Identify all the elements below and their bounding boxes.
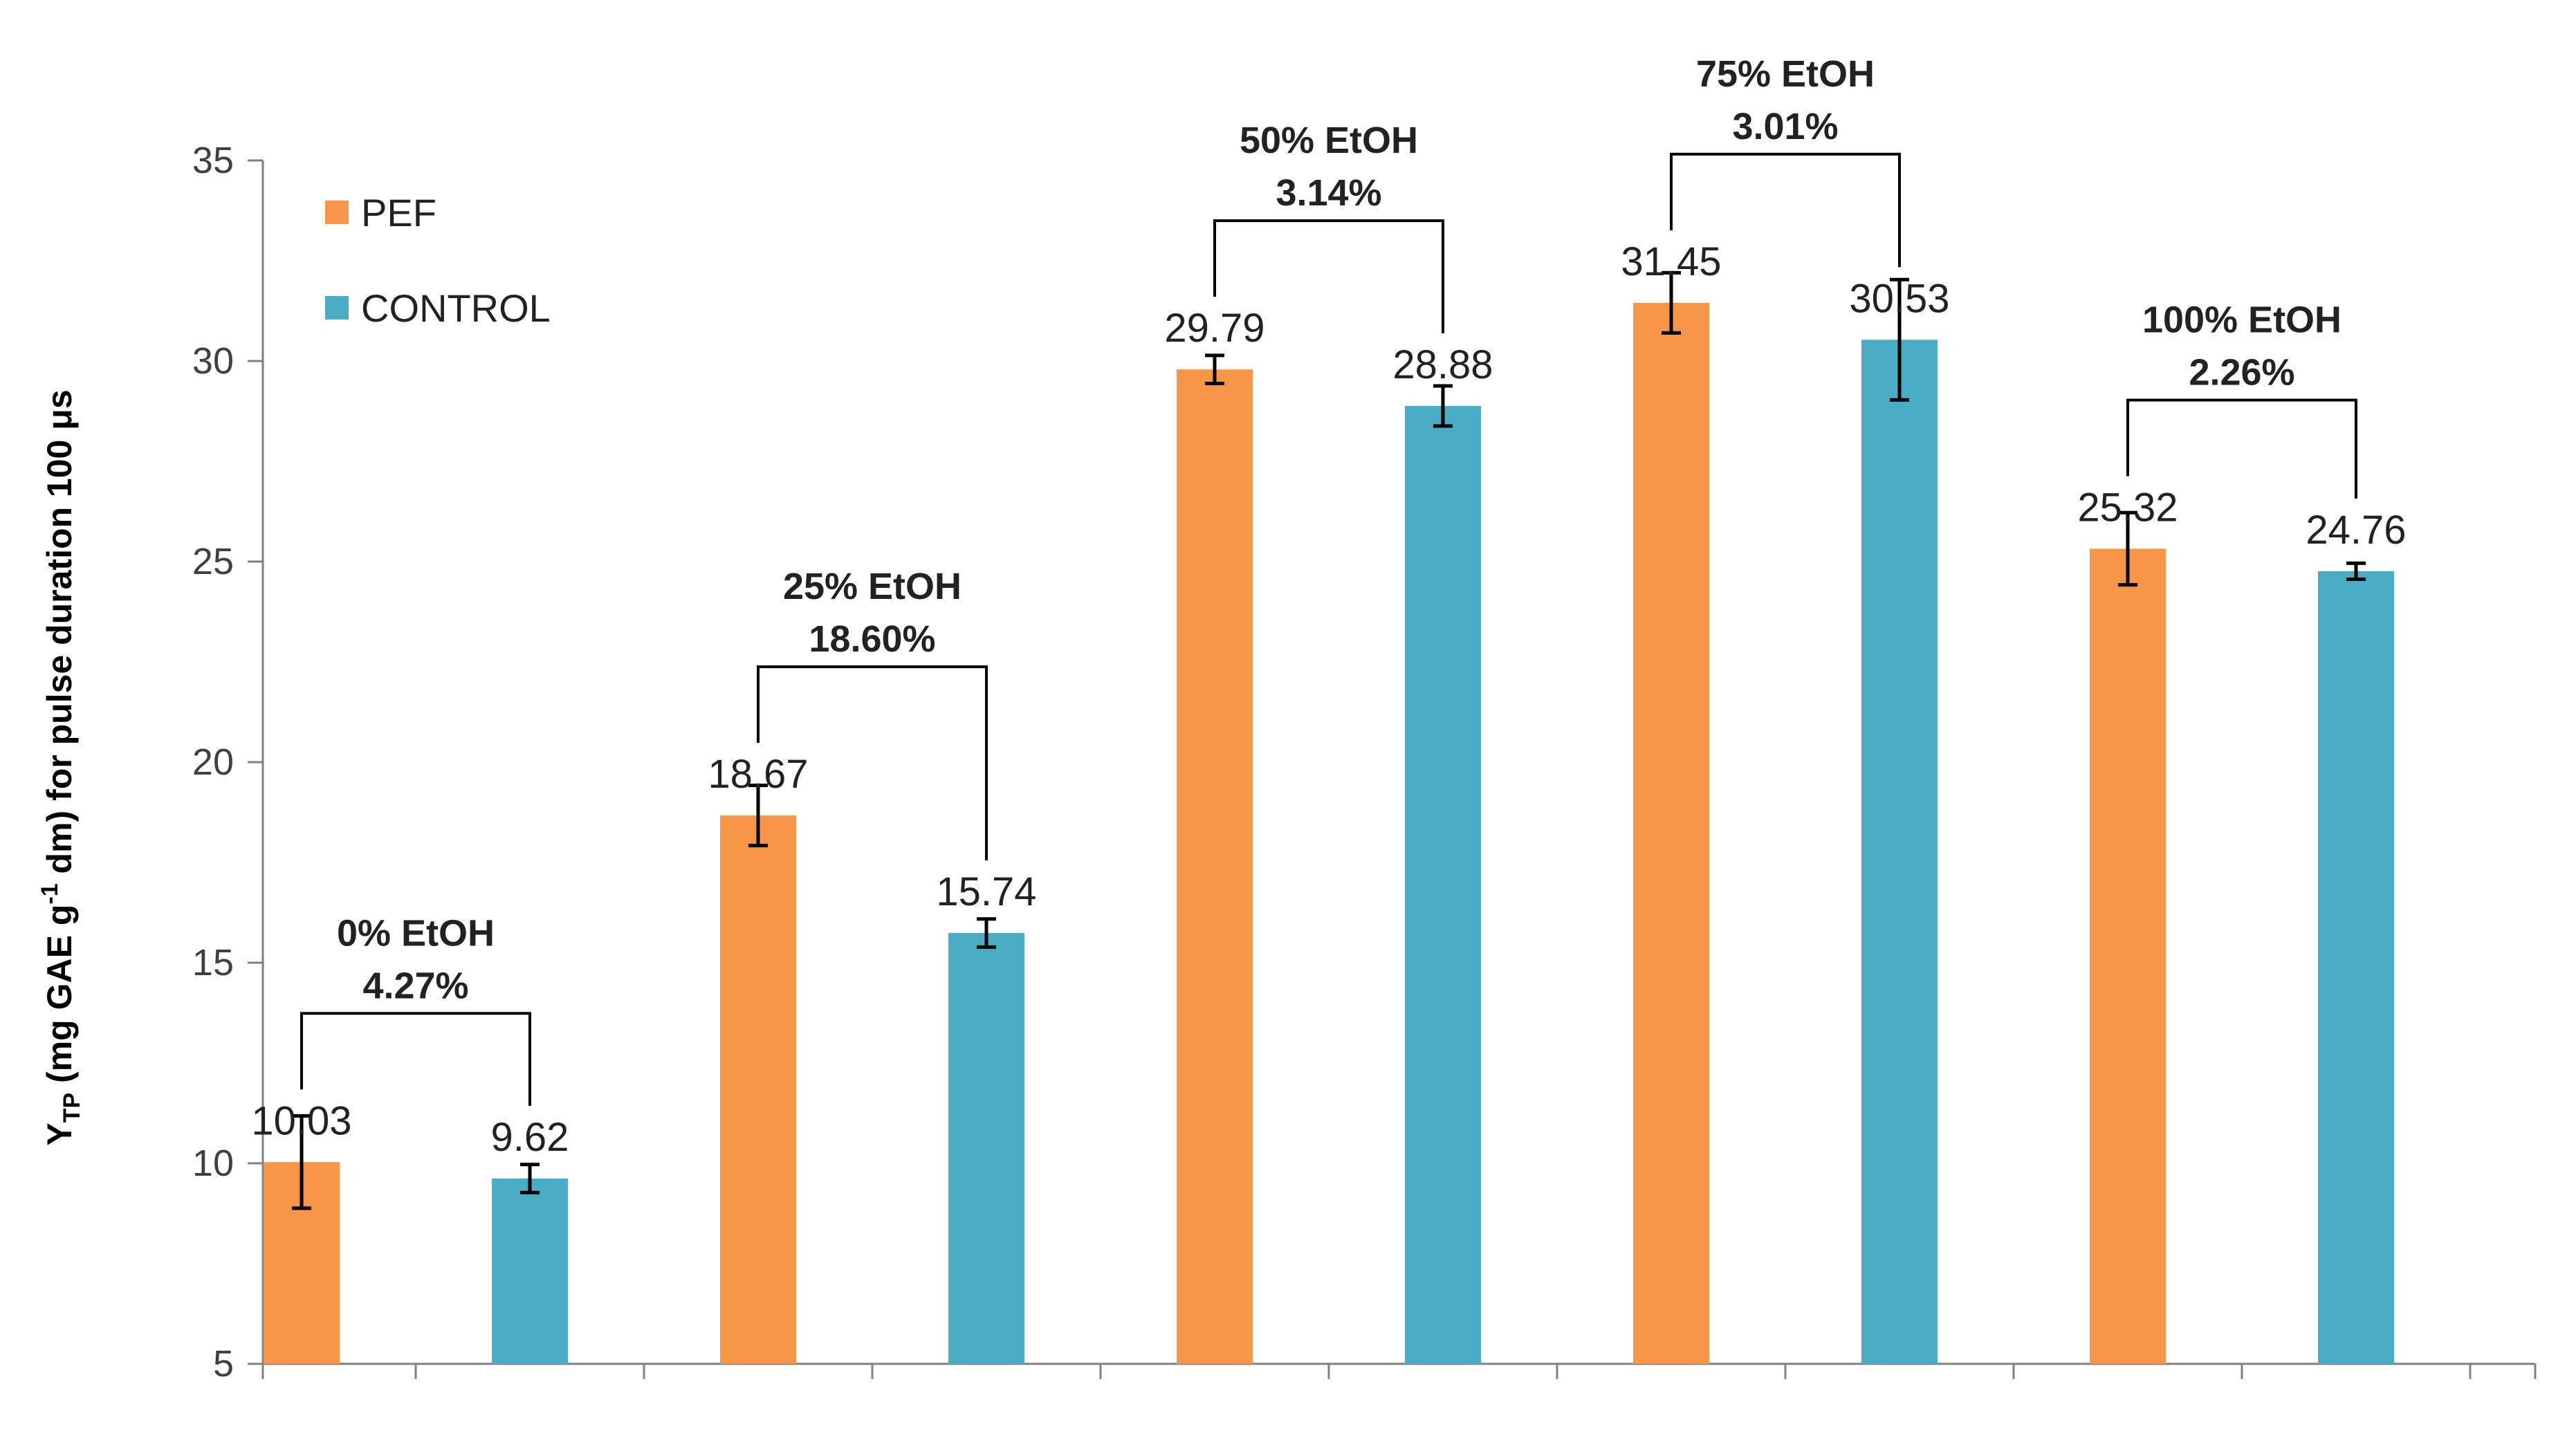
group-name-0: 0% EtOH [337,912,495,954]
y-axis-title-rest: dm) for pulse duration 100 μs [40,389,79,883]
bars-layer [264,270,2394,1365]
group-name-3: 75% EtOH [1696,53,1875,95]
y-tick-label: 20 [192,741,234,783]
group-bracket-4 [2126,398,2357,499]
axes-layer: 5 10 15 20 25 30 35 [192,140,2537,1385]
bar-pef-1 [720,815,796,1364]
bar-control-2 [1405,405,1481,1365]
data-label-pef-2: 29.79 [1164,306,1264,351]
legend-label-control: CONTROL [361,286,551,330]
group-name-2: 50% EtOH [1240,120,1418,161]
bar-control-1 [948,933,1024,1364]
data-label-pef-4: 25.32 [2077,485,2178,530]
y-tick-label: 35 [192,140,234,181]
group-name-4: 100% EtOH [2142,299,2342,340]
group-bracket-0 [300,1012,531,1107]
labels-layer: 10.03 9.62 0% EtOH 4.27% 18.67 15.74 25% EtOH 1… [251,53,2406,1160]
group-pct-4: 2.26% [2189,351,2294,393]
group-pct-3: 3.01% [1732,106,1838,147]
y-tick-label: 5 [213,1343,234,1385]
data-label-control-2: 28.88 [1392,342,1493,387]
group-bracket-2 [1213,219,1444,333]
bar-control-0 [492,1178,568,1364]
y-axis-title-superscript: -1 [37,883,63,904]
legend: PEF CONTROL [325,191,551,330]
group-pct-2: 3.14% [1276,172,1381,214]
bar-control-4 [2318,571,2394,1365]
data-label-control-1: 15.74 [936,869,1036,914]
bar-pef-4 [2090,548,2166,1365]
y-tick-label: 30 [192,340,234,382]
y-axis-title-subscript: TP [59,1093,85,1122]
data-label-pef-1: 18.67 [708,752,808,797]
y-tick-label: 10 [192,1143,234,1184]
y-axis-title-main: (mg GAE g [40,905,79,1093]
legend-swatch-pef [325,201,349,224]
y-tick-label: 25 [192,541,234,582]
y-tick-label: 15 [192,942,234,983]
group-pct-1: 18.60% [809,618,935,660]
y-axis-title-prefix: Y [40,1122,79,1145]
group-bracket-3 [1670,152,1901,268]
group-name-1: 25% EtOH [783,566,962,607]
legend-swatch-control [325,296,349,320]
group-pct-0: 4.27% [362,965,468,1006]
bar-pef-3 [1633,302,1709,1364]
legend-label-pef: PEF [361,191,436,234]
bar-pef-2 [1177,369,1253,1365]
data-label-pef-0: 10.03 [251,1098,351,1143]
data-label-control-3: 30.53 [1849,276,1949,321]
y-axis-title: YTP (mg GAE g-1 dm) for pulse duration 1… [37,389,85,1145]
data-label-pef-3: 31.45 [1621,239,1721,284]
group-bracket-1 [757,665,988,861]
bar-control-3 [1861,340,1938,1364]
data-label-control-0: 9.62 [491,1115,569,1160]
data-label-control-4: 24.76 [2306,508,2406,553]
